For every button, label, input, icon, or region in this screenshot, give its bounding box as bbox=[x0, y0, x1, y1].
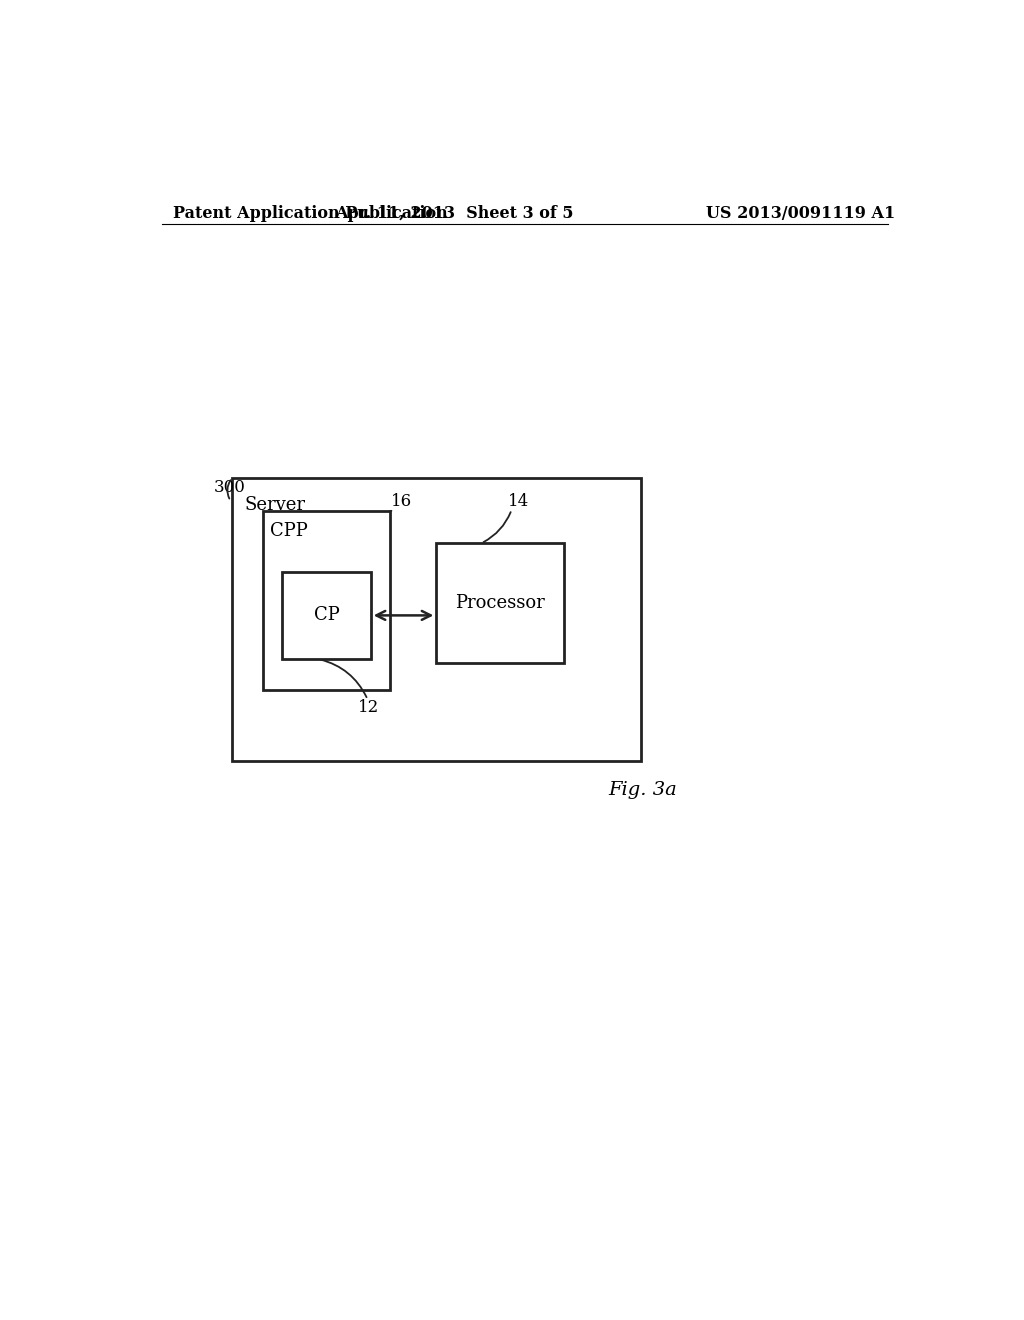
Text: Processor: Processor bbox=[456, 594, 545, 612]
Bar bbox=[283, 572, 371, 659]
Text: 12: 12 bbox=[357, 698, 379, 715]
Text: 16: 16 bbox=[391, 492, 412, 510]
Text: Server: Server bbox=[245, 496, 305, 513]
Text: CP: CP bbox=[313, 606, 339, 624]
Text: US 2013/0091119 A1: US 2013/0091119 A1 bbox=[706, 206, 895, 222]
Text: Patent Application Publication: Patent Application Publication bbox=[173, 206, 447, 222]
Bar bbox=[232, 478, 641, 762]
Text: Fig. 3a: Fig. 3a bbox=[608, 781, 677, 799]
Text: Apr. 11, 2013  Sheet 3 of 5: Apr. 11, 2013 Sheet 3 of 5 bbox=[335, 206, 573, 222]
Text: 300: 300 bbox=[214, 479, 246, 496]
Text: 14: 14 bbox=[508, 492, 529, 510]
Text: CPP: CPP bbox=[270, 521, 307, 540]
Bar bbox=[263, 511, 390, 689]
Bar bbox=[436, 544, 564, 663]
